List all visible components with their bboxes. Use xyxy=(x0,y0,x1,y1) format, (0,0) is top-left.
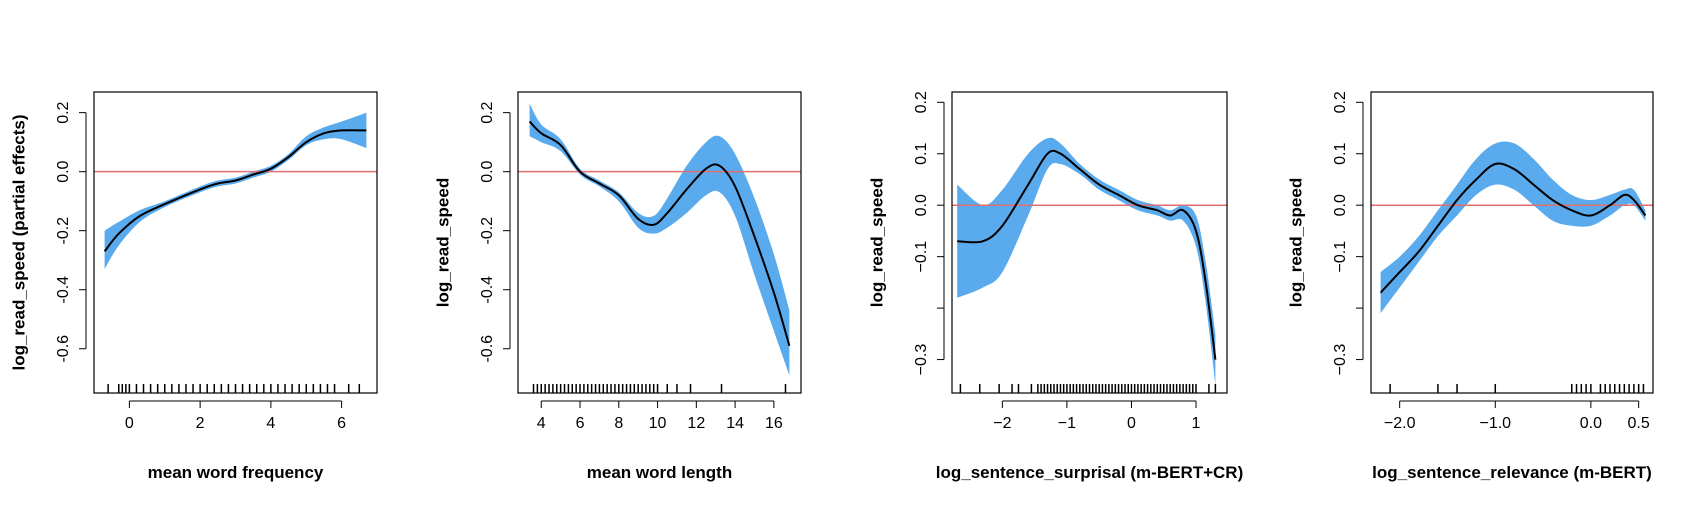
x-tick-label: 0.0 xyxy=(1580,415,1602,432)
y-tick-label: -0.6 xyxy=(55,335,72,363)
y-tick-label: -0.2 xyxy=(55,217,72,245)
x-axis-title: log_sentence_surprisal (m-BERT+CR) xyxy=(936,463,1244,482)
x-tick-label: 0 xyxy=(125,415,134,432)
y-axis-title: log_read_speed xyxy=(433,178,452,307)
y-tick-label: -0.6 xyxy=(479,335,496,363)
y-tick-label: 0.0 xyxy=(479,160,496,182)
x-axis-title: mean word length xyxy=(587,463,732,482)
y-tick-label: 0.2 xyxy=(913,91,930,113)
fitted-curve xyxy=(1379,162,1647,294)
panel-4: −2.0 −1.0 0.0 0.5 −0.3 −0.1 0.0 0.1 0.2 log_sente… xyxy=(1286,91,1654,482)
panel-1: 0 2 4 6 -0.6 -0.4 -0.2 0.0 0.2 mean word frequenc… xyxy=(9,91,378,482)
x-tick-label: −1.0 xyxy=(1479,415,1511,432)
y-tick-label: -0.4 xyxy=(479,276,496,304)
fitted-curve xyxy=(528,120,791,347)
confidence-band xyxy=(957,137,1216,386)
y-tick-label: −0.1 xyxy=(1332,241,1349,273)
y-tick-label: 0.2 xyxy=(55,101,72,123)
y-axis-title: log_read_speed xyxy=(867,178,886,307)
x-tick-label: 1 xyxy=(1192,415,1201,432)
x-tick-label: −1 xyxy=(1058,415,1076,432)
x-tick-label: 10 xyxy=(649,415,667,432)
panel-2: 4 6 8 10 12 14 16 -0.6 -0.4 -0.2 0.0 0.2 mean word l… xyxy=(433,91,802,482)
x-tick-label: 4 xyxy=(537,415,546,432)
confidence-band xyxy=(529,103,790,376)
y-tick-label: -0.4 xyxy=(55,276,72,304)
confidence-band xyxy=(1380,141,1646,314)
x-tick-label: −2 xyxy=(993,415,1011,432)
y-tick-label: −0.3 xyxy=(1332,344,1349,376)
y-tick-label: 0.0 xyxy=(55,160,72,182)
y-tick-label: 0.0 xyxy=(1332,194,1349,216)
plot-frame xyxy=(517,91,802,394)
x-axis-title: mean word frequency xyxy=(148,463,324,482)
panel-3: −2 −1 0 1 −0.3 −0.1 0.0 0.1 0.2 log_sentence_surp… xyxy=(867,91,1243,482)
x-tick-label: 16 xyxy=(765,415,783,432)
fitted-curve xyxy=(957,149,1217,360)
y-tick-label: 0.1 xyxy=(1332,143,1349,165)
x-tick-label: −2.0 xyxy=(1384,415,1416,432)
y-tick-label: −0.3 xyxy=(913,344,930,376)
confidence-band xyxy=(104,112,367,270)
y-tick-label: 0.0 xyxy=(913,194,930,216)
x-tick-label: 8 xyxy=(614,415,623,432)
y-tick-label: -0.2 xyxy=(479,217,496,245)
x-tick-label: 4 xyxy=(266,415,275,432)
y-tick-label: −0.1 xyxy=(913,241,930,273)
x-tick-label: 0 xyxy=(1127,415,1136,432)
y-tick-label: 0.2 xyxy=(479,101,496,123)
x-tick-label: 0.5 xyxy=(1628,415,1650,432)
y-axis-title: log_read_speed xyxy=(1286,178,1305,307)
y-tick-label: 0.1 xyxy=(913,143,930,165)
x-axis-title: log_sentence_relevance (m-BERT) xyxy=(1372,463,1652,482)
fitted-curve xyxy=(103,129,367,253)
plot-frame xyxy=(1370,91,1654,394)
x-tick-label: 6 xyxy=(337,415,346,432)
x-tick-label: 12 xyxy=(687,415,705,432)
y-tick-label: 0.2 xyxy=(1332,91,1349,113)
x-tick-label: 14 xyxy=(726,415,744,432)
y-axis-title: log_read_speed (partial effects) xyxy=(9,114,28,370)
x-tick-label: 6 xyxy=(576,415,585,432)
x-tick-label: 2 xyxy=(196,415,205,432)
